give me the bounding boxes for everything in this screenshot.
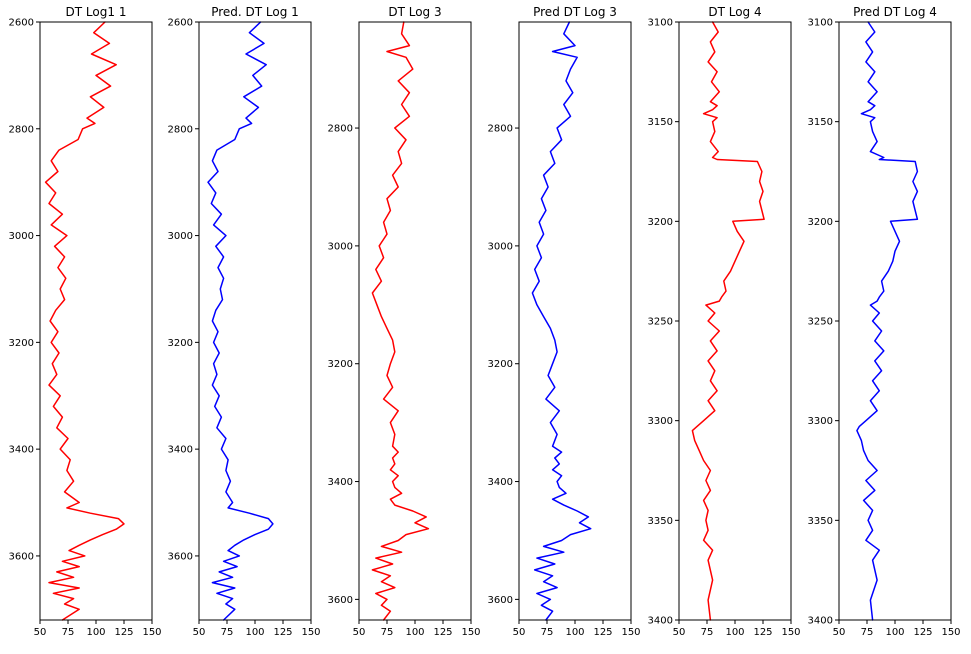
plot-frame [839,22,951,620]
x-tick-label: 75 [221,627,234,638]
panel-title: DT Log1 1 [66,5,127,19]
y-tick-label: 3000 [168,231,193,242]
x-tick-label: 150 [142,627,161,638]
y-tick-label: 3400 [808,616,833,627]
x-tick-label: 50 [833,627,846,638]
panel-title: DT Log 3 [388,5,441,19]
x-tick-label: 50 [673,627,686,638]
y-tick-label: 3400 [488,477,513,488]
y-tick-label: 3200 [9,338,34,349]
y-tick-label: 3200 [168,338,193,349]
y-tick-label: 3350 [648,516,673,527]
x-tick-label: 100 [565,627,584,638]
y-tick-label: 2600 [168,18,193,29]
y-tick-label: 2600 [9,18,34,29]
x-tick-label: 50 [193,627,206,638]
y-tick-label: 3400 [168,445,193,456]
x-tick-label: 100 [885,627,904,638]
x-tick-label: 75 [381,627,394,638]
x-tick-label: 75 [62,627,75,638]
x-tick-label: 125 [114,627,133,638]
x-tick-label: 150 [301,627,320,638]
x-tick-label: 50 [34,627,47,638]
y-tick-label: 3150 [808,117,833,128]
x-tick-label: 125 [753,627,772,638]
x-tick-label: 125 [433,627,452,638]
plot-frame [199,22,311,620]
x-tick-label: 125 [273,627,292,638]
y-tick-label: 3100 [808,18,833,29]
y-tick-label: 3400 [648,616,673,627]
panel-title: DT Log 4 [708,5,761,19]
panel-title: Pred DT Log 3 [533,5,617,19]
x-tick-label: 125 [913,627,932,638]
x-tick-label: 125 [593,627,612,638]
panel-title: Pred. DT Log 1 [211,5,299,19]
x-tick-label: 150 [621,627,640,638]
y-tick-label: 3350 [808,516,833,527]
y-tick-label: 3200 [488,359,513,370]
y-tick-label: 2800 [9,124,34,135]
y-tick-label: 3600 [168,551,193,562]
x-tick-label: 150 [941,627,960,638]
y-tick-label: 3000 [9,231,34,242]
y-tick-label: 3250 [648,317,673,328]
x-tick-label: 100 [86,627,105,638]
plot-frame [679,22,791,620]
x-tick-label: 100 [245,627,264,638]
x-tick-label: 100 [405,627,424,638]
y-tick-label: 3600 [9,551,34,562]
y-tick-label: 3250 [808,317,833,328]
y-tick-label: 3200 [648,217,673,228]
x-tick-label: 150 [781,627,800,638]
y-tick-label: 3300 [648,416,673,427]
y-tick-label: 3000 [328,241,353,252]
y-tick-label: 3400 [328,477,353,488]
y-tick-label: 3200 [808,217,833,228]
x-tick-label: 100 [725,627,744,638]
x-tick-label: 75 [541,627,554,638]
y-tick-label: 3400 [9,445,34,456]
y-tick-label: 2800 [488,124,513,135]
y-tick-label: 3600 [488,595,513,606]
y-tick-label: 3150 [648,117,673,128]
x-tick-label: 75 [701,627,714,638]
x-tick-label: 75 [861,627,874,638]
x-tick-label: 50 [353,627,366,638]
y-tick-label: 3100 [648,18,673,29]
y-tick-label: 2800 [328,124,353,135]
y-tick-label: 2800 [168,124,193,135]
y-tick-label: 3200 [328,359,353,370]
plot-frame [359,22,471,620]
y-tick-label: 3000 [488,241,513,252]
y-tick-label: 3600 [328,595,353,606]
y-tick-label: 3300 [808,416,833,427]
x-tick-label: 50 [513,627,526,638]
panel-title: Pred DT Log 4 [853,5,937,19]
plot-frame [519,22,631,620]
x-tick-label: 150 [461,627,480,638]
